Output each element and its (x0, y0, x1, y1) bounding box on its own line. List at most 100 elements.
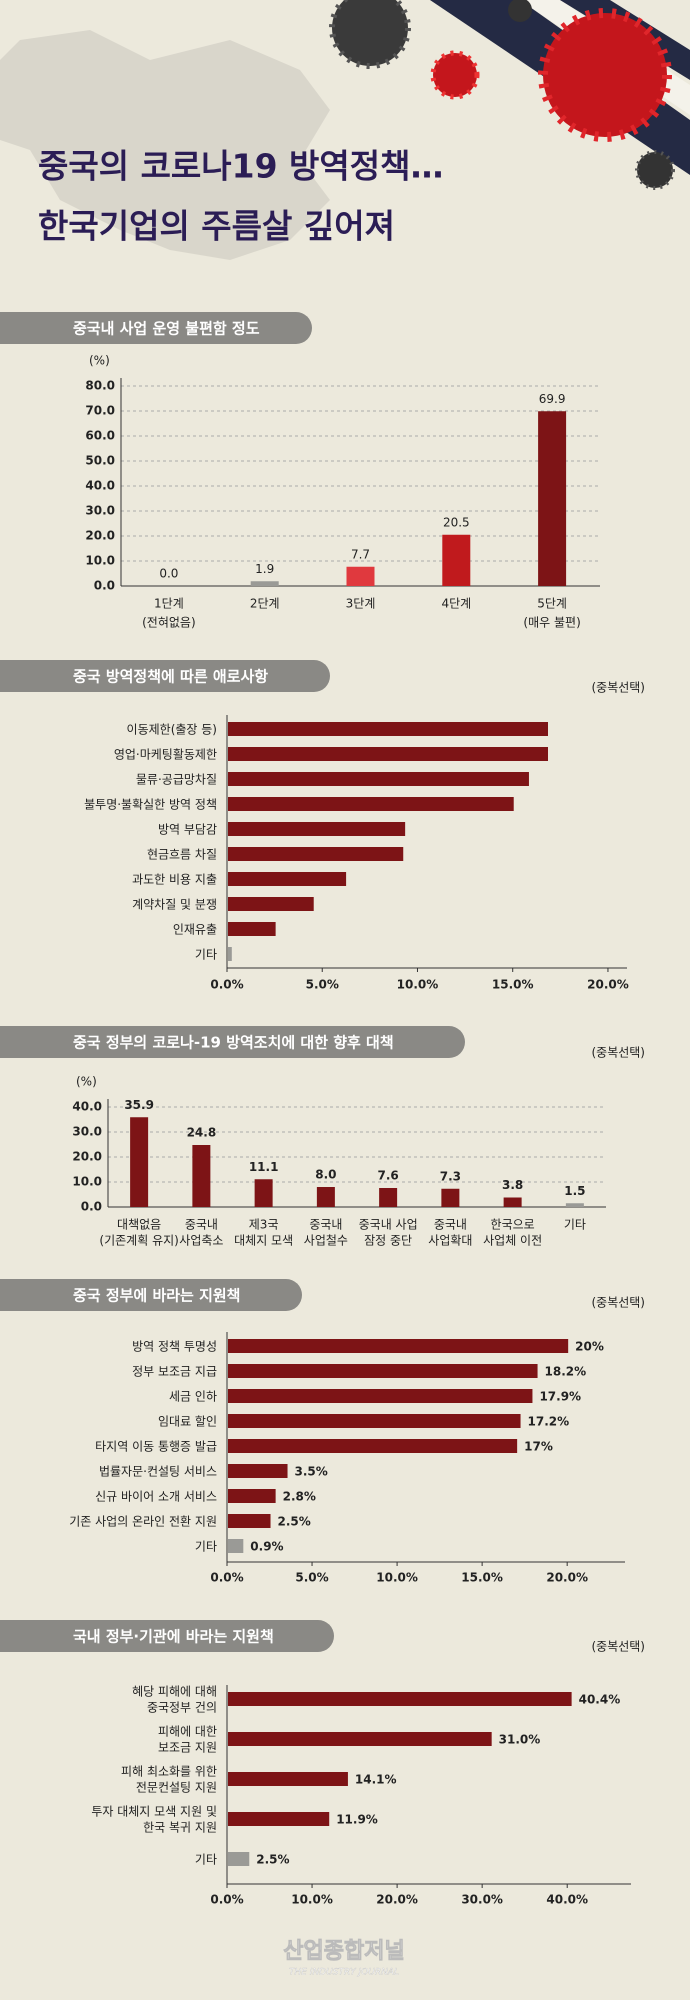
y-tick-label: 10.0 (85, 554, 115, 568)
y-tick-label: 과도한 비용 지출 (132, 873, 217, 887)
y-tick-label: 투자 대체지 모색 지원 및 (91, 1805, 217, 1819)
x-tick-label: 대책없음 (117, 1217, 161, 1232)
section-pill (0, 312, 312, 344)
value-label: 14.1% (355, 1773, 397, 1787)
x-tick-label: 제3국 (249, 1218, 279, 1232)
bar (228, 1852, 250, 1866)
bar (228, 747, 548, 761)
x-tick-label: 사업철수 (304, 1234, 348, 1248)
x-tick-label: 2단계 (250, 597, 280, 611)
x-tick-label: 사업축소 (179, 1234, 223, 1248)
value-label: 3.8 (502, 1178, 523, 1192)
y-tick-label: 피해에 대한 (158, 1725, 217, 1739)
bar (228, 1464, 288, 1478)
value-label: 1.5 (564, 1184, 585, 1198)
y-tick-label: 60.0 (85, 429, 115, 443)
x-tick-label: 10.0% (376, 1571, 418, 1585)
value-label: 2.5% (278, 1515, 311, 1529)
y-tick-label: 80.0 (85, 379, 115, 393)
bar (565, 1203, 584, 1207)
value-label: 24.8 (187, 1126, 217, 1140)
y-tick-label: 40.0 (85, 479, 115, 493)
bar (316, 1187, 335, 1207)
bar (192, 1145, 211, 1207)
bar (379, 1188, 398, 1207)
bar (228, 897, 314, 911)
section-title: 중국 정부의 코로나-19 방역조치에 대한 향후 대책 (73, 1034, 394, 1052)
x-tick-label: (매우 불편) (523, 616, 580, 630)
section-title: 국내 정부·기관에 바라는 지원책 (73, 1628, 274, 1646)
bar (228, 722, 548, 736)
value-label: 7.6 (377, 1169, 398, 1183)
x-tick-label: 40.0% (546, 1893, 588, 1907)
value-label: 17% (524, 1440, 553, 1454)
section-pill (0, 1279, 302, 1311)
y-tick-label: 타지역 이동 통행증 발급 (95, 1439, 217, 1454)
x-tick-label: 한국으로 (491, 1218, 535, 1232)
section-title: 중국 정부에 바라는 지원책 (73, 1287, 240, 1305)
x-tick-label: 중국내 (185, 1218, 218, 1232)
x-tick-label: 20.0% (546, 1571, 588, 1585)
x-tick-label: 기타 (564, 1218, 586, 1232)
section-title: 중국내 사업 운영 불편함 정도 (73, 320, 260, 338)
map-shape (0, 30, 330, 260)
y-tick-label: 현금흐름 차질 (147, 848, 217, 862)
y-tick-label: 법률자문·컨설팅 서비스 (99, 1465, 217, 1479)
value-label: 17.2% (528, 1415, 570, 1429)
x-tick-label: 5단계 (537, 597, 567, 611)
x-tick-label: 30.0% (461, 1893, 503, 1907)
x-tick-label: 0.0% (210, 1893, 243, 1907)
y-tick-label: 피해 최소화를 위한 (121, 1765, 217, 1779)
section-pill (0, 660, 330, 692)
bar (228, 872, 347, 886)
x-tick-label: 20.0% (376, 1893, 418, 1907)
bar (228, 797, 514, 811)
y-tick-label: 0.0 (81, 1200, 102, 1214)
x-tick-label: 중국내 (309, 1218, 342, 1232)
y-tick-label: 세금 인하 (169, 1390, 217, 1404)
y-tick-label: 40.0 (72, 1100, 102, 1114)
virus (329, 0, 411, 69)
bar (538, 411, 567, 586)
bar (441, 1188, 460, 1207)
y-tick-label: 신규 바이어 소개 서비스 (95, 1490, 217, 1504)
x-tick-label: (기존계획 유지) (99, 1234, 178, 1248)
bar (346, 566, 375, 586)
y-tick-label: 임대료 할인 (158, 1415, 217, 1429)
bar (228, 772, 529, 786)
bar (228, 1489, 276, 1503)
title-line: 한국기업의 주름살 깊어져 (38, 207, 395, 246)
y-tick-label: 이동제한(출장 등) (127, 723, 217, 737)
x-tick-label: 15.0% (492, 978, 534, 992)
y-tick-label: 50.0 (85, 454, 115, 468)
y-tick-label: 20.0 (85, 529, 115, 543)
value-label: 0.9% (250, 1540, 283, 1554)
y-tick-label: 30.0 (85, 504, 115, 518)
y-tick-label: 기타 (195, 1853, 217, 1867)
y-tick-label: 정부 보조금 지급 (132, 1365, 217, 1379)
value-label: 11.1 (249, 1160, 279, 1174)
y-tick-label: 중국정부 건의 (147, 1701, 217, 1715)
bar (228, 922, 276, 936)
x-tick-label: 사업확대 (428, 1234, 472, 1248)
bar (228, 847, 404, 861)
bar (254, 1179, 273, 1207)
y-tick-label: 방역 부담감 (158, 823, 217, 837)
value-label: 8.0 (315, 1168, 336, 1182)
note: (중복선택) (591, 681, 645, 695)
x-tick-label: 5.0% (306, 978, 339, 992)
header-art (0, 0, 690, 260)
bar (228, 947, 232, 961)
y-tick-label: 인재유출 (173, 923, 217, 937)
value-label: 20.5 (443, 515, 470, 529)
bar (228, 1339, 569, 1353)
value-label: 18.2% (545, 1365, 587, 1379)
bar (228, 1414, 521, 1428)
x-tick-label: 20.0% (587, 978, 629, 992)
y-tick-label: 불투명·불확실한 방역 정책 (84, 797, 217, 812)
bar (228, 1539, 244, 1553)
footer-logo-en: THE INDUSTRY JOURNAL (289, 1968, 399, 1978)
value-label: 0.0 (159, 567, 178, 581)
value-label: 31.0% (499, 1733, 541, 1747)
